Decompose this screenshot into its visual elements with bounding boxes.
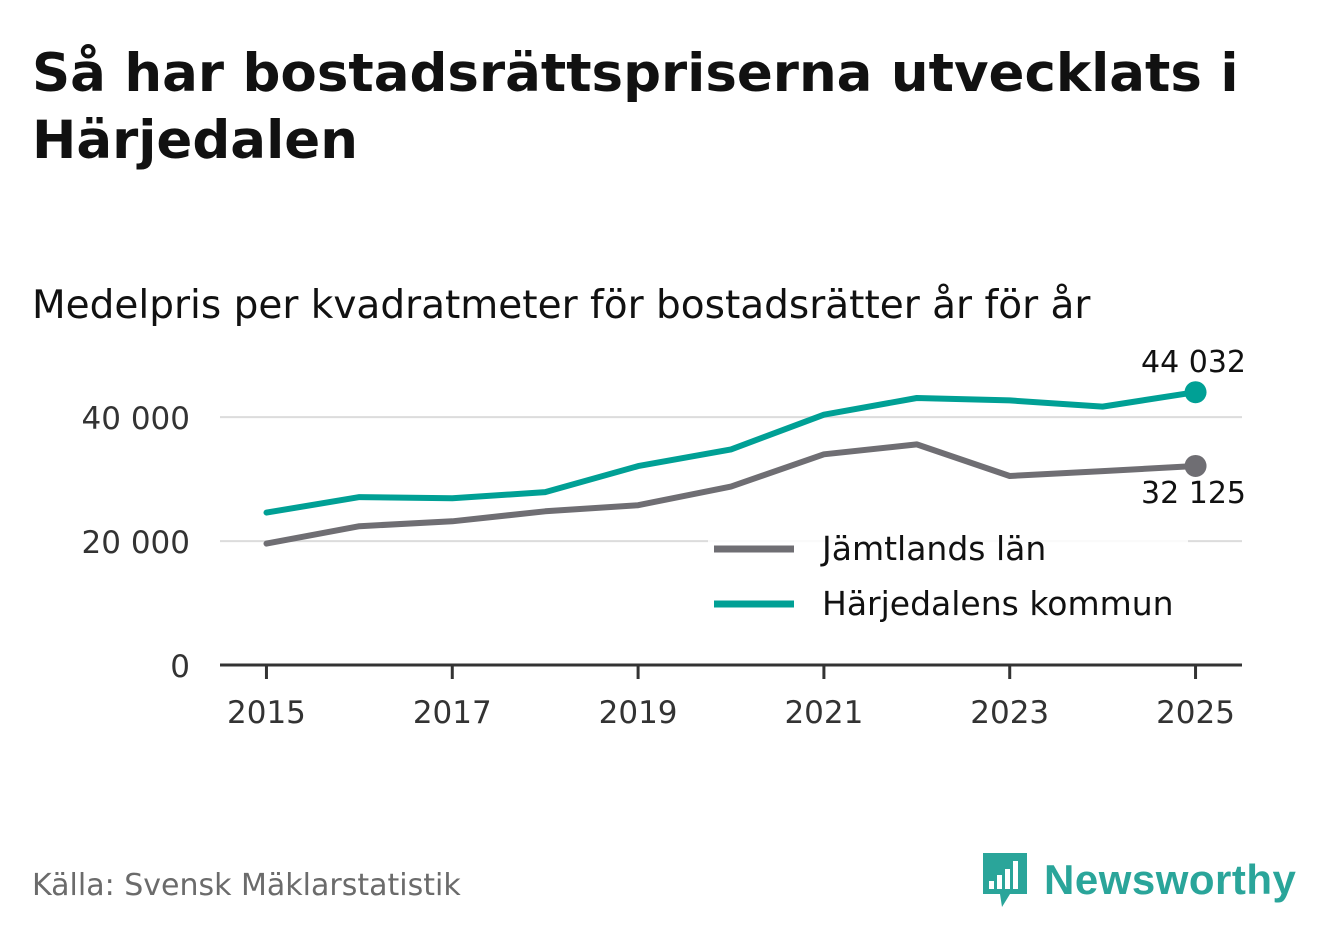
series-line bbox=[263, 389, 1199, 516]
bar-chart-icon bbox=[983, 853, 1027, 907]
series-end-point bbox=[1184, 381, 1207, 404]
series-lines bbox=[263, 381, 1207, 547]
legend-background bbox=[708, 592, 1188, 636]
legend-label: Jämtlands län bbox=[820, 529, 1046, 568]
x-tick-label: 2025 bbox=[1156, 695, 1235, 731]
chart-subtitle: Medelpris per kvadratmeter för bostadsrä… bbox=[32, 283, 1091, 328]
y-tick-label: 20 000 bbox=[82, 525, 190, 561]
chart-title: Så har bostadsrättspriserna utvecklats i… bbox=[32, 43, 1239, 171]
legend-label: Härjedalens kommun bbox=[822, 584, 1174, 623]
brand-name: Newsworthy bbox=[1044, 856, 1297, 903]
x-tick-label: 2023 bbox=[970, 695, 1049, 731]
y-tick-label: 0 bbox=[170, 649, 190, 685]
y-tick-label: 40 000 bbox=[82, 401, 190, 437]
series-end-point bbox=[1184, 454, 1207, 477]
x-tick-label: 2019 bbox=[599, 695, 678, 731]
source-note: Källa: Svensk Mäklarstatistik bbox=[32, 868, 461, 903]
end-value-label: 44 032 bbox=[1141, 345, 1246, 380]
legend-background bbox=[708, 537, 1188, 581]
x-tick-label: 2017 bbox=[413, 695, 492, 731]
legend: Jämtlands län Härjedalens kommun bbox=[708, 529, 1188, 636]
x-tick-label: 2021 bbox=[784, 695, 863, 731]
axes: 0 20 000 40 000 2015 2017 2019 2021 2023 2025 bbox=[82, 401, 1242, 731]
newsworthy-logo[interactable]: Newsworthy bbox=[980, 850, 1296, 910]
series-line bbox=[263, 441, 1199, 547]
end-labels: 32 125 44 032 bbox=[1141, 345, 1246, 511]
x-tick-label: 2015 bbox=[227, 695, 306, 731]
end-value-label: 32 125 bbox=[1141, 476, 1246, 511]
